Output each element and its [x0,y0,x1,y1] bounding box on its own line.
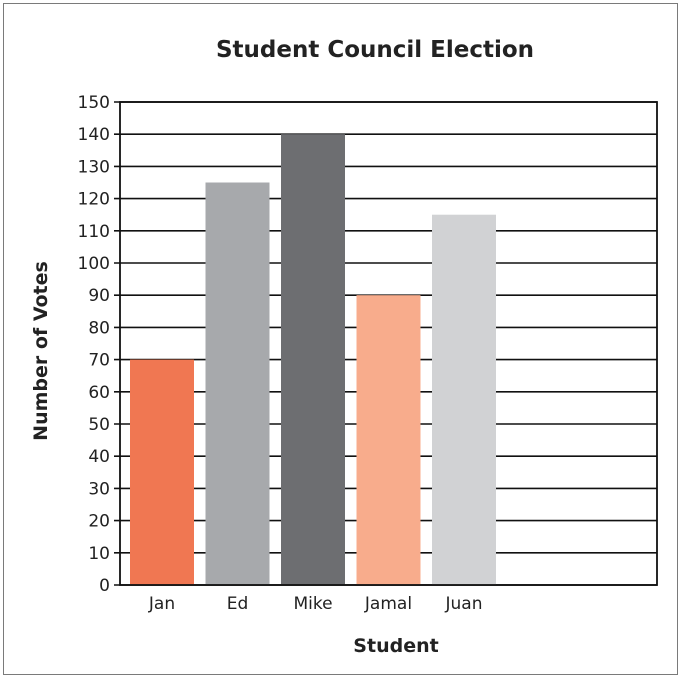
y-tick-label: 120 [78,190,110,210]
bar-jan [130,360,194,585]
y-tick-label: 150 [78,93,110,113]
x-tick-label: Ed [227,594,249,614]
x-tick-label: Mike [293,594,332,614]
x-tick-labels: Jan Ed Mike Jamal Juan [148,594,483,614]
y-tick-label: 80 [88,318,110,338]
bar-ed [206,183,270,586]
bar-juan [432,215,496,585]
y-tick-labels: 0 10 20 30 40 50 60 70 80 90 100 110 120 130 140 150 [78,93,110,596]
bar-mike [281,134,345,585]
chart-title: Student Council Election [216,37,534,63]
y-tick-label: 50 [88,415,110,435]
x-tick-label: Juan [445,594,483,614]
y-tick-label: 20 [88,512,110,532]
y-tick-label: 90 [88,286,110,306]
y-tick-label: 30 [88,479,110,499]
y-tick-label: 140 [78,125,110,145]
y-tick-label: 40 [88,447,110,467]
y-tick-label: 60 [88,383,110,403]
x-axis-label: Student [353,635,438,657]
y-tick-label: 0 [99,576,110,596]
x-tick-label: Jamal [364,594,412,614]
x-tick-label: Jan [148,594,175,614]
y-axis-label: Number of Votes [30,261,52,441]
y-tick-label: 10 [88,544,110,564]
y-tick-label: 130 [78,157,110,177]
y-tick-label: 110 [78,222,110,242]
y-tick-label: 70 [88,351,110,371]
y-tick-label: 100 [78,254,110,274]
bar-jamal [357,295,421,585]
